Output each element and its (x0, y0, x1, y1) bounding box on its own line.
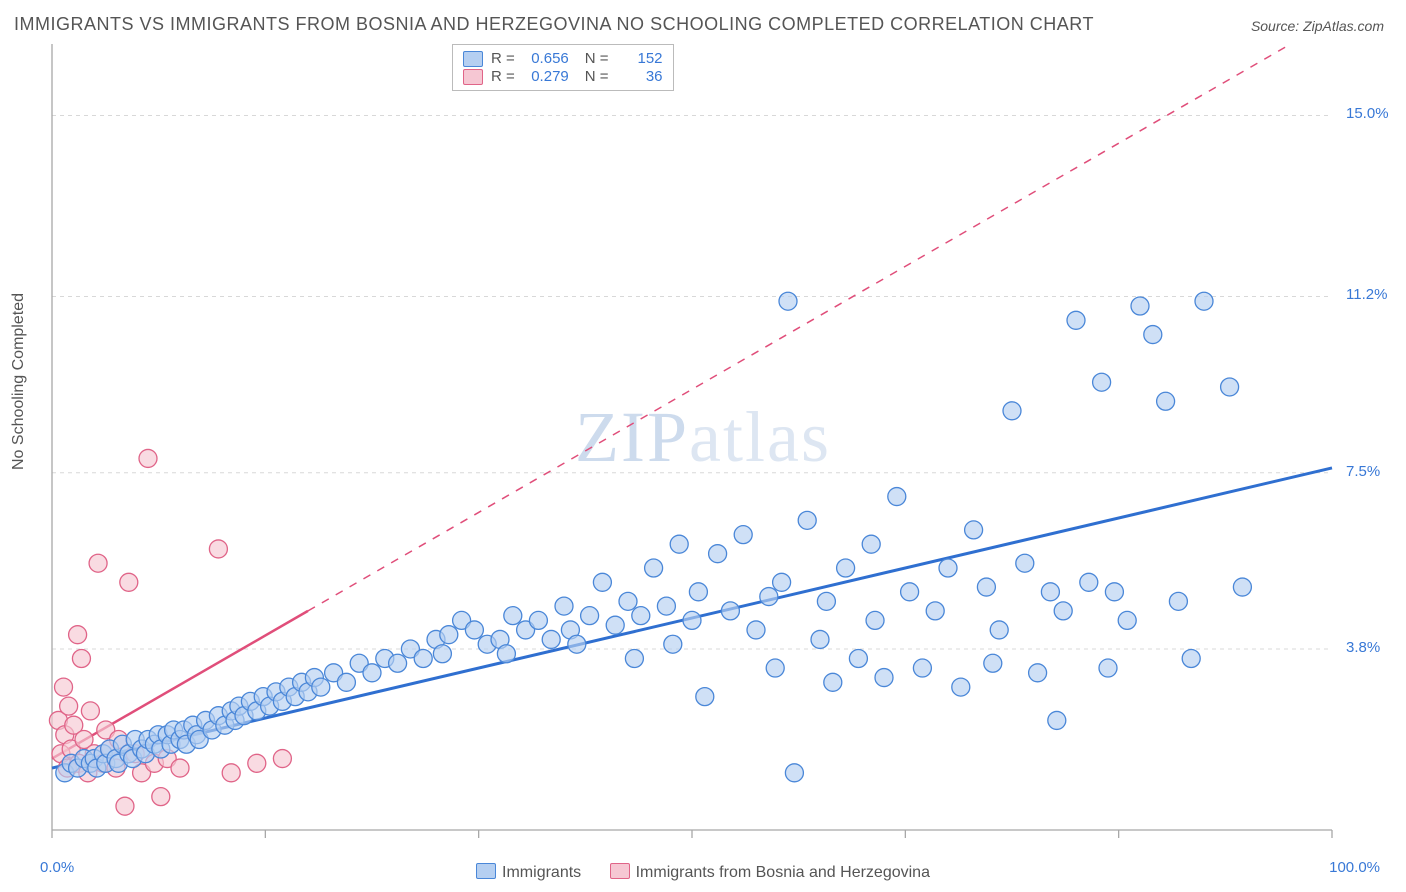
y-tick-label: 15.0% (1346, 105, 1389, 122)
legend-n-value: 152 (617, 50, 663, 67)
series-legend: Immigrants Immigrants from Bosnia and He… (0, 863, 1406, 882)
legend-label: Immigrants (502, 864, 581, 881)
x-min-label: 0.0% (40, 859, 74, 876)
swatch-pink (463, 69, 483, 85)
legend-r-label: R = (491, 50, 515, 67)
legend-item: Immigrants (476, 863, 581, 882)
swatch-blue (476, 863, 496, 879)
swatch-blue (463, 51, 483, 67)
legend-row: R = 0.656 N = 152 (463, 50, 663, 67)
legend-row: R = 0.279 N = 36 (463, 68, 663, 85)
y-tick-label: 7.5% (1346, 463, 1380, 480)
legend-item: Immigrants from Bosnia and Herzegovina (610, 863, 930, 882)
legend-label: Immigrants from Bosnia and Herzegovina (636, 864, 930, 881)
legend-n-value: 36 (617, 68, 663, 85)
y-tick-label: 11.2% (1346, 286, 1387, 303)
legend-r-value: 0.279 (523, 68, 569, 85)
x-max-label: 100.0% (1329, 859, 1380, 876)
y-tick-label: 3.8% (1346, 639, 1380, 656)
legend-n-label: N = (585, 50, 609, 67)
legend-n-label: N = (585, 68, 609, 85)
correlation-scatter-chart (0, 0, 1406, 892)
swatch-pink (610, 863, 630, 879)
correlation-legend: R = 0.656 N = 152 R = 0.279 N = 36 (452, 44, 674, 91)
legend-r-label: R = (491, 68, 515, 85)
legend-r-value: 0.656 (523, 50, 569, 67)
